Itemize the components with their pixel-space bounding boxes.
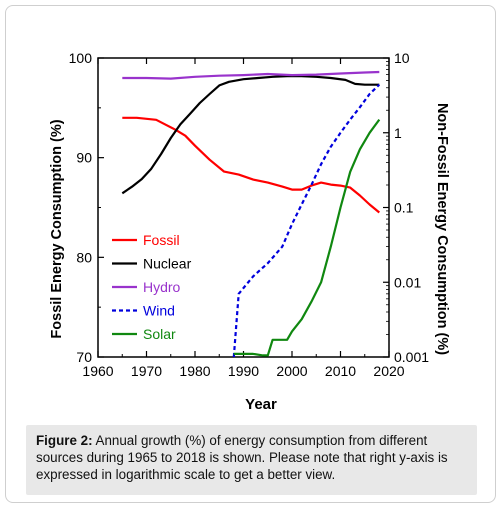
legend-label-fossil: Fossil (143, 232, 180, 248)
y-left-tick-label: 80 (76, 249, 92, 265)
legend-label-hydro: Hydro (143, 279, 181, 295)
line-chart: 1960 1970 1980 1990 2000 2010 2020 70 80 90 100 0.0… (49, 50, 450, 413)
x-tick-label: 2000 (276, 363, 307, 379)
x-tick-label: 1960 (82, 363, 113, 379)
y-axis-right-label: Non-Fossil Energy Consumption (%) (434, 103, 450, 355)
y-left-tick-label: 70 (76, 349, 92, 365)
figure-caption: Figure 2: Annual growth (%) of energy co… (26, 425, 477, 495)
chart-area: 1960 1970 1980 1990 2000 2010 2020 70 80 90 100 0.0… (26, 28, 477, 423)
x-tick-label: 1990 (228, 363, 259, 379)
series-line-solar (233, 118, 381, 357)
legend-label-wind: Wind (143, 303, 175, 319)
legend-label-nuclear: Nuclear (143, 256, 192, 272)
series-line-nuclear (121, 75, 380, 195)
x-tick-label: 2020 (373, 363, 404, 379)
series-line-fossil (122, 116, 380, 214)
legend-label-solar: Solar (143, 326, 176, 342)
series-line-wind (232, 83, 381, 358)
y-left-tick-label: 90 (76, 150, 92, 166)
x-tick-label: 1980 (179, 363, 210, 379)
y-right-tick-label: 1 (394, 125, 402, 141)
series-line-hydro (122, 70, 380, 80)
figure-caption-text: Annual growth (%) of energy consumption … (36, 433, 448, 482)
y-right-tick-label: 0.1 (394, 200, 414, 216)
x-tick-label: 1970 (131, 363, 162, 379)
plot-frame (97, 57, 390, 358)
x-axis-label: Year (245, 396, 277, 413)
y-axis-left-label: Fossil Energy Consumption (%) (49, 119, 65, 338)
y-right-tick-label: 10 (394, 50, 410, 66)
figure-label: Figure 2: (36, 433, 93, 448)
y-right-tick-label: 0.01 (394, 274, 421, 290)
y-left-tick-label: 100 (69, 50, 93, 66)
x-tick-label: 2010 (325, 363, 356, 379)
y-right-tick-label: 0.001 (394, 349, 429, 365)
